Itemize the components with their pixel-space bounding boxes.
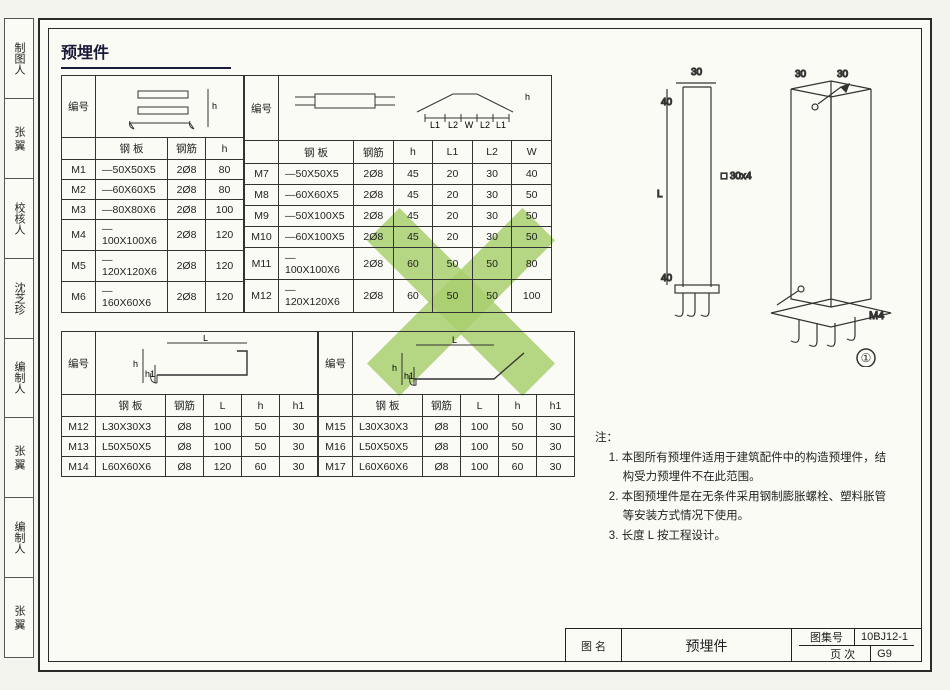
side-name-3: 张 翼 <box>4 577 34 658</box>
svg-text:h: h <box>212 101 217 111</box>
tb-page-label: 页 次 <box>815 646 871 662</box>
svg-text:h: h <box>392 363 397 373</box>
t1r-diagram-icon: h L1 L2 W L2 L1 <box>279 76 552 141</box>
side-role-2: 编制人 <box>4 338 34 418</box>
tb-name-label: 图 名 <box>566 629 622 662</box>
title-rule <box>61 67 231 69</box>
table-row: M7—50X50X52Ø845203040 <box>245 164 552 185</box>
svg-text:h1: h1 <box>404 371 414 381</box>
tb-set-label: 图集号 <box>799 629 855 645</box>
table1-left: 编号 h 钢 板 钢筋 <box>61 75 244 313</box>
table2-left: 编号 L h h1 钢 <box>61 331 318 477</box>
table-row: M5—120X120X62Ø8120 <box>62 251 244 282</box>
tb-page-value: G9 <box>871 646 898 662</box>
svg-text:W: W <box>465 120 474 130</box>
side-name-0: 张 翼 <box>4 98 34 178</box>
table-row: M9—50X100X52Ø845203050 <box>245 206 552 227</box>
table-row: M10—60X100X52Ø845203050 <box>245 226 552 247</box>
table-row: M17L60X60X6Ø81006030 <box>319 457 575 477</box>
side-role-0: 制图人 <box>4 18 34 98</box>
t2r-diagram-icon: h h1 L <box>353 332 575 395</box>
t1r-id-label: 编号 <box>245 76 279 141</box>
svg-text:L1: L1 <box>496 120 506 130</box>
sidebar-metadata: 制图人 张 翼 校核人 沈芝珍 编制人 张 翼 编制人 张 翼 <box>4 18 34 658</box>
table-row: M3—80X80X62Ø8100 <box>62 200 244 220</box>
drawing-inner: 预埋件 编号 h <box>48 28 922 662</box>
svg-text:L: L <box>452 335 457 345</box>
side-role-3: 编制人 <box>4 497 34 577</box>
table1-right: 编号 h <box>244 75 552 313</box>
t1l-diagram-icon: h <box>96 76 244 138</box>
table-group-2: 编号 L h h1 钢 <box>61 331 909 477</box>
side-role-1: 校核人 <box>4 178 34 258</box>
svg-text:h1: h1 <box>145 369 155 379</box>
note-3: 3. 长度 L 按工程设计。 <box>609 527 895 547</box>
table-row: M2—60X60X52Ø880 <box>62 180 244 200</box>
drawing-frame: 预埋件 编号 h <box>38 18 932 672</box>
table-row: M16L50X50X5Ø81005030 <box>319 437 575 457</box>
table-group-1: 编号 h 钢 板 钢筋 <box>61 75 909 313</box>
note-2: 2. 本图预埋件是在无条件采用钢制膨胀螺栓、塑料胀管等安装方式情况下使用。 <box>609 488 895 527</box>
table2-right: 编号 h h1 L 钢 <box>318 331 575 477</box>
svg-text:L1: L1 <box>430 120 440 130</box>
table-row: M12—120X120X62Ø8605050100 <box>245 280 552 313</box>
table-row: M13L50X50X5Ø81005030 <box>62 437 318 457</box>
svg-text:h: h <box>525 92 530 102</box>
table-row: M6—160X60X62Ø8120 <box>62 282 244 313</box>
table-row: M12L30X30X3Ø81005030 <box>62 417 318 437</box>
table-row: M1—50X50X52Ø880 <box>62 160 244 180</box>
title-block: 图 名 预埋件 图集号 10BJ12-1 页 次 G9 <box>565 628 922 662</box>
table-row: M14L60X60X6Ø81206030 <box>62 457 318 477</box>
t2l-diagram-icon: L h h1 <box>96 332 318 395</box>
svg-text:L2: L2 <box>480 120 490 130</box>
t1l-id-label: 编号 <box>62 76 96 138</box>
table-row: M11—100X100X62Ø860505080 <box>245 247 552 280</box>
svg-text:L: L <box>203 335 208 343</box>
svg-text:h: h <box>133 359 138 369</box>
svg-text:L2: L2 <box>448 120 458 130</box>
table-row: M15L30X30X3Ø81005030 <box>319 417 575 437</box>
tb-set-value: 10BJ12-1 <box>855 629 914 645</box>
table-row: M8—60X60X52Ø845203050 <box>245 185 552 206</box>
table-row: M4—100X100X62Ø8120 <box>62 220 244 251</box>
side-name-2: 张 翼 <box>4 417 34 497</box>
tb-name-value: 预埋件 <box>622 629 792 662</box>
side-name-1: 沈芝珍 <box>4 258 34 338</box>
